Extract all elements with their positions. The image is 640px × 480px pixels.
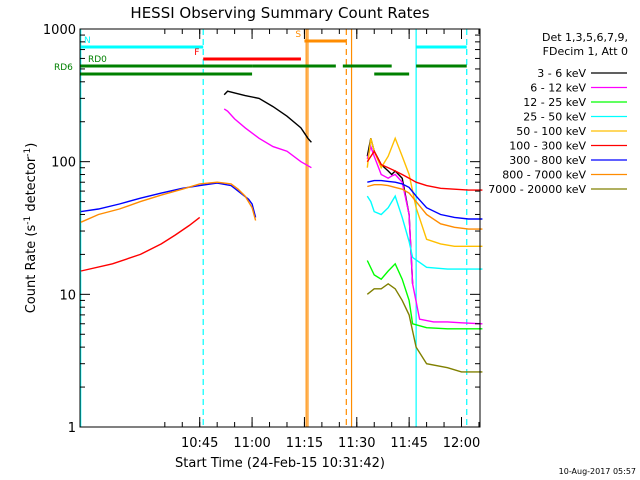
y-axis-label-part: Count Rate (s xyxy=(24,225,39,314)
series-line xyxy=(366,282,483,373)
x-tick-label: 11:45 xyxy=(390,436,427,451)
flag-label: RD6 xyxy=(54,63,73,73)
series-line xyxy=(367,183,483,230)
x-tick-label: 11:00 xyxy=(233,436,270,451)
flag-label: F xyxy=(194,48,199,58)
legend-entry-label: 6 - 12 keV xyxy=(530,82,586,95)
y-tick-label: 100 xyxy=(51,156,76,171)
series-line xyxy=(80,216,201,272)
y-axis-label-superscript: -1 xyxy=(23,148,33,157)
series-line xyxy=(223,90,312,143)
y-tick-label: 1 xyxy=(68,421,76,436)
plot-area: N F S RD0 RD6 xyxy=(54,29,483,427)
chart-title: HESSI Observing Summary Count Rates xyxy=(130,4,429,22)
flag-label: N xyxy=(84,36,91,46)
y-axis-label-superscript: -1 xyxy=(23,216,33,225)
y-axis: 1 10 100 1000 xyxy=(43,23,480,436)
series-line xyxy=(80,182,257,218)
legend-entry-label: 300 - 800 keV xyxy=(509,154,586,167)
series-line xyxy=(366,136,483,248)
flag-label: RD0 xyxy=(88,55,107,65)
series-line xyxy=(366,260,483,330)
legend-entry-label: 12 - 25 keV xyxy=(523,96,586,109)
x-axis-label: Start Time (24-Feb-15 10:31:42) xyxy=(175,456,385,471)
legend-entry-label: 50 - 100 keV xyxy=(516,125,586,138)
y-tick-label: 1000 xyxy=(43,23,76,38)
plot-frame xyxy=(79,28,481,428)
legend-entry-label: 25 - 50 keV xyxy=(523,111,586,124)
footer-timestamp: 10-Aug-2017 05:57 xyxy=(559,467,636,476)
legend-header-line: Det 1,3,5,6,7,9, xyxy=(542,31,628,44)
y-axis-label-part: ) xyxy=(24,143,39,148)
legend-entry-label: 100 - 300 keV xyxy=(509,140,586,153)
x-tick-label: 12:00 xyxy=(443,436,480,451)
x-axis: 10:45 11:00 11:15 11:30 11:45 12:00 xyxy=(164,29,480,451)
legend-entry-label: 800 - 7000 keV xyxy=(502,169,586,182)
x-tick-label: 11:15 xyxy=(286,436,323,451)
series-line xyxy=(223,108,312,169)
series-line xyxy=(366,194,483,270)
x-tick-label: 10:45 xyxy=(181,436,218,451)
x-tick-label: 11:30 xyxy=(338,436,375,451)
flag-label: S xyxy=(295,30,301,40)
legend-entry-label: 3 - 6 keV xyxy=(537,67,586,80)
y-axis-label-part: detector xyxy=(24,156,39,216)
y-tick-label: 10 xyxy=(59,288,76,303)
legend-header-line: FDecim 1, Att 0 xyxy=(543,45,628,58)
series-line xyxy=(366,144,483,325)
series-line xyxy=(367,179,483,220)
legend-entry-label: 7000 - 20000 keV xyxy=(488,183,586,196)
series-line xyxy=(366,149,483,191)
legend: Det 1,3,5,6,7,9, FDecim 1, Att 0 3 - 6 k… xyxy=(488,31,628,196)
series-line xyxy=(80,181,257,223)
y-axis-label: Count Rate (s-1 detector-1) xyxy=(23,143,39,314)
